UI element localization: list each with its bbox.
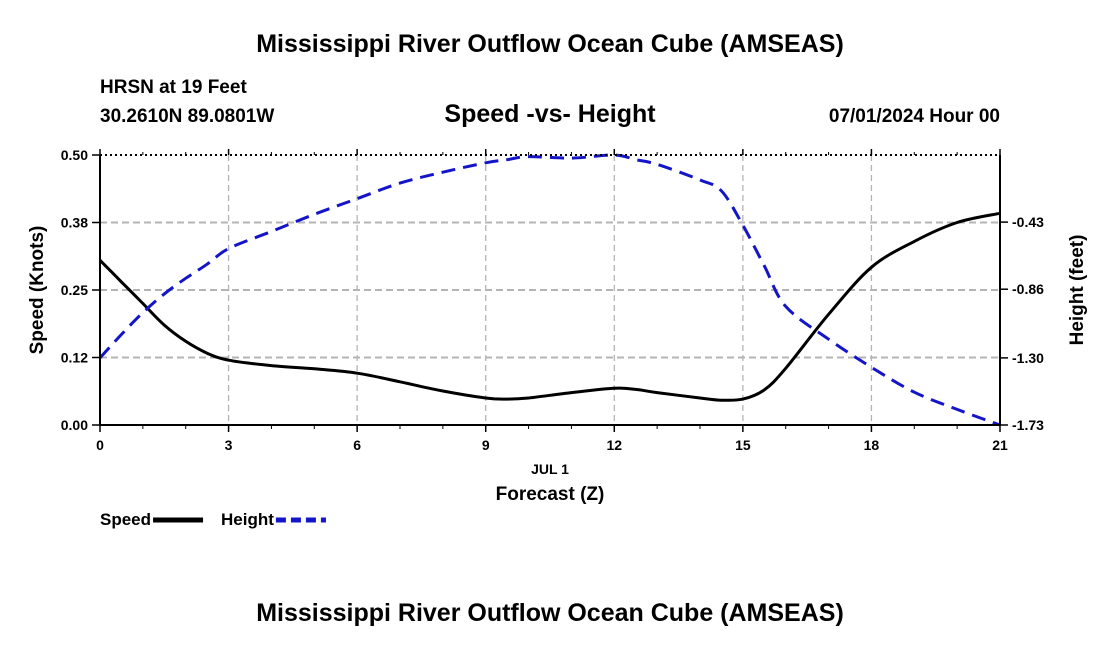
y-left-tick-label: 0.12 xyxy=(61,350,88,366)
grid-layer xyxy=(100,155,1000,425)
speed-series-line xyxy=(98,211,1001,402)
x-tick-label: 15 xyxy=(735,437,751,453)
y-right-axis-title: Height (feet) xyxy=(1067,235,1088,346)
x-tick-label: 3 xyxy=(225,437,233,453)
y-left-tick-label: 0.00 xyxy=(61,417,88,433)
main-title: Mississippi River Outflow Ocean Cube (AM… xyxy=(256,30,844,58)
y-right-tick-label: -1.30 xyxy=(1012,350,1044,366)
x-tick-label: 21 xyxy=(992,437,1008,453)
x-axis-title: Forecast (Z) xyxy=(496,484,605,505)
height-series-line xyxy=(98,153,1001,427)
labels-layer: 0 3 6 9 12 15 18 21 0.00 0.12 0.25 0.38 0.50 -1.73 -1.… xyxy=(27,147,1088,505)
x-date-label: JUL 1 xyxy=(531,461,569,477)
series-layer xyxy=(98,153,1001,427)
axes-layer xyxy=(92,149,1008,432)
x-tick-label: 12 xyxy=(606,437,622,453)
x-tick-label: 6 xyxy=(353,437,361,453)
forecast-datetime: 07/01/2024 Hour 00 xyxy=(828,106,1000,127)
legend: Speed Height xyxy=(100,510,326,529)
legend-label-speed: Speed xyxy=(100,510,151,529)
y-left-tick-label: 0.50 xyxy=(61,147,88,163)
legend-label-height: Height xyxy=(221,510,274,529)
footer-title: Mississippi River Outflow Ocean Cube (AM… xyxy=(256,599,844,627)
x-tick-label: 9 xyxy=(482,437,490,453)
coordinates-label: 30.2610N 89.0801W xyxy=(100,106,275,127)
y-right-tick-label: -1.73 xyxy=(1012,417,1044,433)
y-left-tick-label: 0.25 xyxy=(61,282,88,298)
y-left-tick-label: 0.38 xyxy=(61,215,88,231)
y-right-tick-label: -0.86 xyxy=(1012,281,1044,297)
x-tick-label: 18 xyxy=(864,437,880,453)
x-tick-label: 0 xyxy=(96,437,104,453)
y-left-axis-title: Speed (Knots) xyxy=(27,226,48,355)
y-right-tick-label: -0.43 xyxy=(1012,214,1044,230)
chart-subtitle: Speed -vs- Height xyxy=(444,100,656,128)
station-label: HRSN at 19 Feet xyxy=(100,77,247,98)
